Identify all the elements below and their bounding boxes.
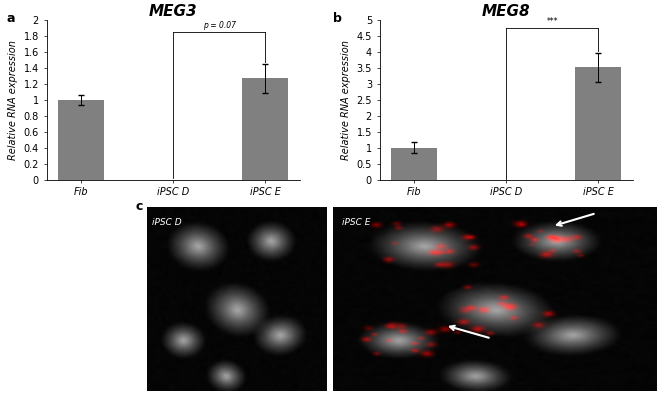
Y-axis label: Relative RNA expression: Relative RNA expression xyxy=(8,40,18,160)
Bar xyxy=(242,78,288,180)
Bar xyxy=(58,100,104,180)
Text: ***: *** xyxy=(546,17,558,26)
Text: p = 0.07: p = 0.07 xyxy=(202,21,236,30)
Text: iPSC D: iPSC D xyxy=(152,218,181,227)
Text: b: b xyxy=(333,12,342,25)
Y-axis label: Relative RNA expression: Relative RNA expression xyxy=(341,40,351,160)
Bar xyxy=(391,148,437,180)
Text: a: a xyxy=(7,12,15,25)
Text: iPSC E: iPSC E xyxy=(342,218,370,227)
Text: c: c xyxy=(136,200,143,213)
Bar xyxy=(575,67,621,180)
Title: MEG3: MEG3 xyxy=(149,4,198,19)
Title: MEG8: MEG8 xyxy=(482,4,531,19)
